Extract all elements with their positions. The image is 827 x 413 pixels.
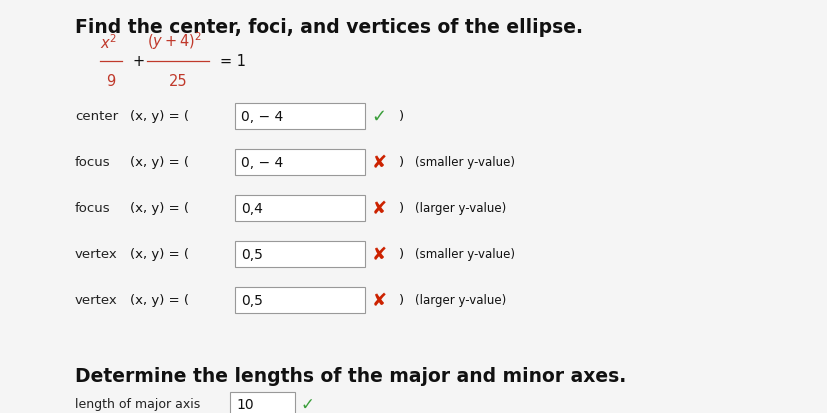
Text: +: +	[132, 55, 144, 69]
Text: ): )	[399, 202, 404, 215]
Text: ✘: ✘	[371, 154, 386, 171]
Text: Determine the lengths of the major and minor axes.: Determine the lengths of the major and m…	[75, 366, 626, 385]
FancyBboxPatch shape	[235, 104, 365, 130]
Text: (smaller y-value): (smaller y-value)	[415, 248, 515, 261]
Text: $(y + 4)^2$: $(y + 4)^2$	[147, 30, 202, 52]
FancyBboxPatch shape	[235, 287, 365, 313]
Text: vertex: vertex	[75, 294, 117, 307]
Text: ): )	[399, 110, 404, 123]
Text: center: center	[75, 110, 118, 123]
Text: vertex: vertex	[75, 248, 117, 261]
Text: (larger y-value): (larger y-value)	[415, 294, 506, 307]
FancyBboxPatch shape	[230, 392, 295, 413]
Text: (x, y) = (: (x, y) = (	[130, 202, 189, 215]
Text: 0, − 4: 0, − 4	[241, 156, 284, 170]
FancyBboxPatch shape	[235, 242, 365, 267]
Text: (smaller y-value): (smaller y-value)	[415, 156, 515, 169]
Text: ✓: ✓	[371, 108, 386, 126]
Text: (x, y) = (: (x, y) = (	[130, 110, 189, 123]
Text: 9: 9	[107, 74, 116, 89]
Text: (larger y-value): (larger y-value)	[415, 202, 506, 215]
Text: (x, y) = (: (x, y) = (	[130, 248, 189, 261]
Text: 0,4: 0,4	[241, 202, 263, 216]
Text: 10: 10	[236, 397, 254, 411]
Text: ✘: ✘	[371, 245, 386, 263]
Text: focus: focus	[75, 156, 111, 169]
Text: ): )	[399, 156, 404, 169]
Text: Find the center, foci, and vertices of the ellipse.: Find the center, foci, and vertices of t…	[75, 18, 583, 37]
Text: = 1: = 1	[220, 55, 246, 69]
Text: 0,5: 0,5	[241, 293, 263, 307]
Text: (x, y) = (: (x, y) = (	[130, 156, 189, 169]
Text: ✘: ✘	[371, 199, 386, 218]
Text: ): )	[399, 294, 404, 307]
Text: (x, y) = (: (x, y) = (	[130, 294, 189, 307]
Text: $x^2$: $x^2$	[100, 33, 117, 52]
Text: ): )	[399, 248, 404, 261]
Text: 0,5: 0,5	[241, 247, 263, 261]
Text: length of major axis: length of major axis	[75, 398, 200, 411]
Text: focus: focus	[75, 202, 111, 215]
Text: 25: 25	[169, 74, 187, 89]
Text: ✘: ✘	[371, 291, 386, 309]
FancyBboxPatch shape	[235, 195, 365, 221]
FancyBboxPatch shape	[235, 150, 365, 176]
Text: ✓: ✓	[300, 395, 314, 413]
Text: 0, − 4: 0, − 4	[241, 110, 284, 124]
